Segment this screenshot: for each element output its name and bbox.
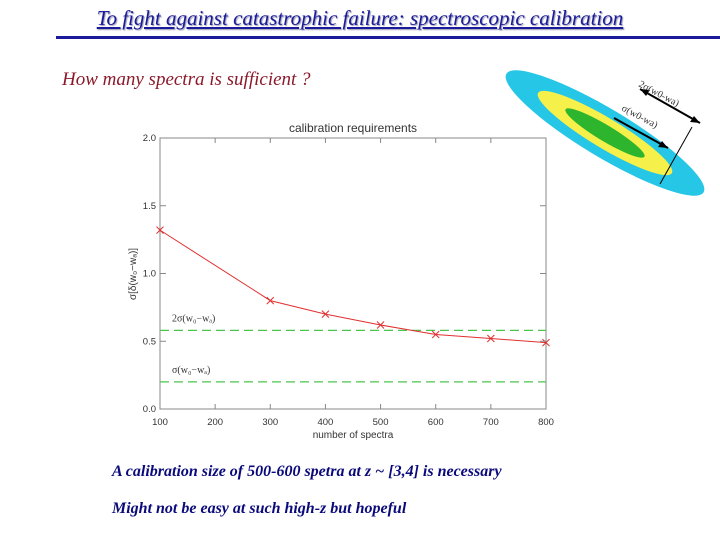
y-tick-label: 0.0 (143, 404, 156, 415)
question-text: How many spectra is sufficient ? (62, 69, 311, 90)
slide-title: To fight against catastrophic failure: s… (96, 6, 624, 30)
dimension-guide-line (659, 126, 693, 185)
arrow-sigma (613, 117, 669, 149)
data-point-marker (266, 296, 275, 305)
data-point-marker (542, 338, 550, 347)
arrowhead-2sigma-start (640, 89, 650, 96)
reference-line-label: σ(w₀−wₐ) (172, 365, 210, 376)
data-point-marker (487, 334, 495, 343)
y-tick-label: 1.0 (143, 269, 156, 280)
x-tick-label: 400 (317, 417, 333, 428)
x-tick-label: 500 (373, 417, 389, 428)
data-point-marker (431, 330, 440, 339)
title-underline-rule (56, 36, 720, 39)
x-axis-label: number of spectra (313, 430, 394, 441)
x-tick-label: 200 (207, 417, 223, 428)
arrowhead-sigma-end (658, 141, 668, 148)
data-point-marker (376, 321, 385, 329)
y-axis-label: σ[δ(w₀−wₐ)] (128, 248, 139, 300)
y-tick-label: 0.5 (143, 336, 156, 347)
x-tick-label: 800 (538, 417, 554, 428)
data-point-marker (156, 226, 164, 234)
ellipse-label-2sigma: 2σ(w0-wa) (637, 79, 681, 109)
data-point-marker (321, 310, 330, 319)
x-tick-label: 600 (428, 417, 444, 428)
x-tick-label: 300 (262, 417, 278, 428)
y-tick-label: 1.5 (143, 201, 156, 212)
arrow-2sigma (639, 88, 701, 124)
arrowhead-2sigma-end (690, 116, 700, 123)
inner-ellipse (565, 108, 645, 158)
reference-line-label: 2σ(w₀−wₐ) (172, 313, 215, 324)
x-tick-label: 100 (152, 417, 168, 428)
conclusion-line-1: A calibration size of 500-600 spetra at … (112, 463, 502, 480)
conclusion-line-2: Might not be easy at such high-z but hop… (112, 500, 407, 517)
x-tick-label: 700 (483, 417, 499, 428)
y-tick-label: 2.0 (143, 133, 156, 144)
chart-title: calibration requirements (289, 121, 417, 135)
